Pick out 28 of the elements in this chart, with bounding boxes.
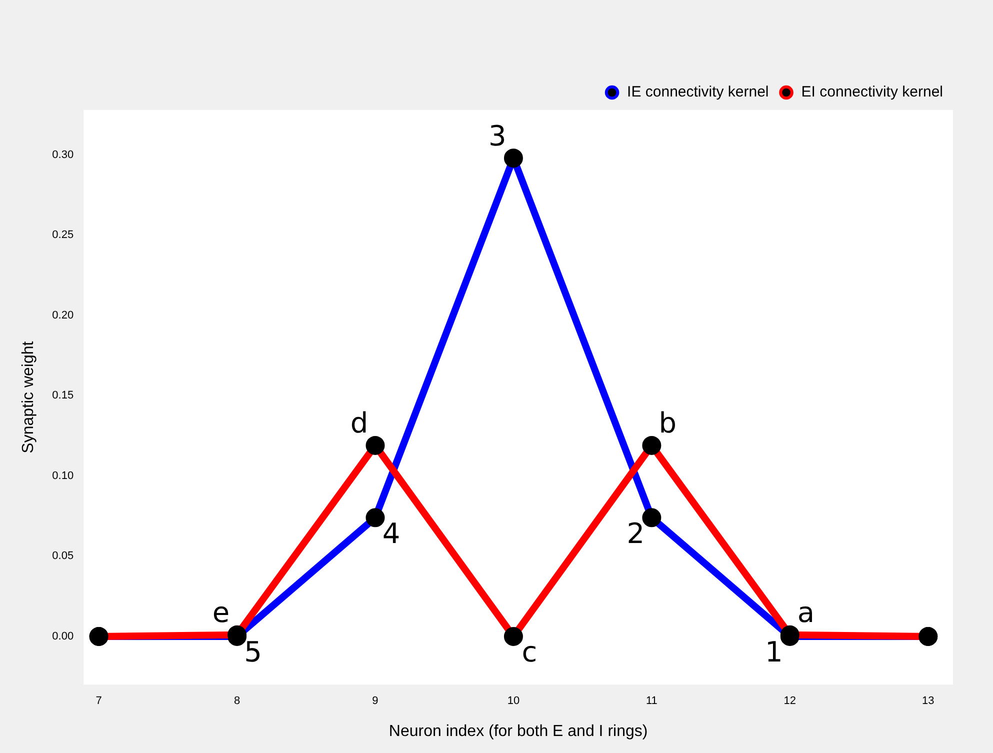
annotation: 3 (488, 119, 506, 152)
annotation: 5 (244, 636, 262, 669)
y-tick-label: 0.15 (52, 390, 74, 402)
annotation: 4 (382, 516, 400, 550)
x-axis-title: Neuron index (for both E and I rings) (388, 722, 648, 740)
y-axis-title: Synaptic weight (20, 340, 38, 454)
x-tick-label: 11 (646, 695, 658, 708)
annotation: c (522, 636, 538, 669)
y-tick-label: 0.05 (52, 550, 74, 562)
annotation: a (797, 596, 814, 630)
annotation: d (350, 406, 368, 440)
x-tick-label: 13 (922, 695, 934, 708)
x-tick-label: 12 (784, 695, 796, 708)
legend-label: EI connectivity kernel (801, 84, 944, 101)
x-tick-label: 9 (372, 695, 378, 708)
y-tick-label: 0.10 (52, 470, 74, 482)
y-tick-label: 0.20 (52, 309, 74, 322)
y-tick-label: 0.25 (52, 229, 74, 242)
annotation: b (658, 406, 677, 440)
annotation: e (212, 596, 230, 630)
x-tick-label: 8 (234, 695, 240, 708)
legend-label: IE connectivity kernel (627, 84, 769, 101)
x-tick-label: 7 (96, 695, 102, 708)
y-tick-label: 0.00 (52, 630, 74, 642)
x-tick-label: 10 (507, 695, 520, 708)
annotation: 1 (764, 636, 783, 669)
y-tick-label: 0.30 (52, 148, 74, 161)
annotation: 2 (626, 516, 645, 550)
